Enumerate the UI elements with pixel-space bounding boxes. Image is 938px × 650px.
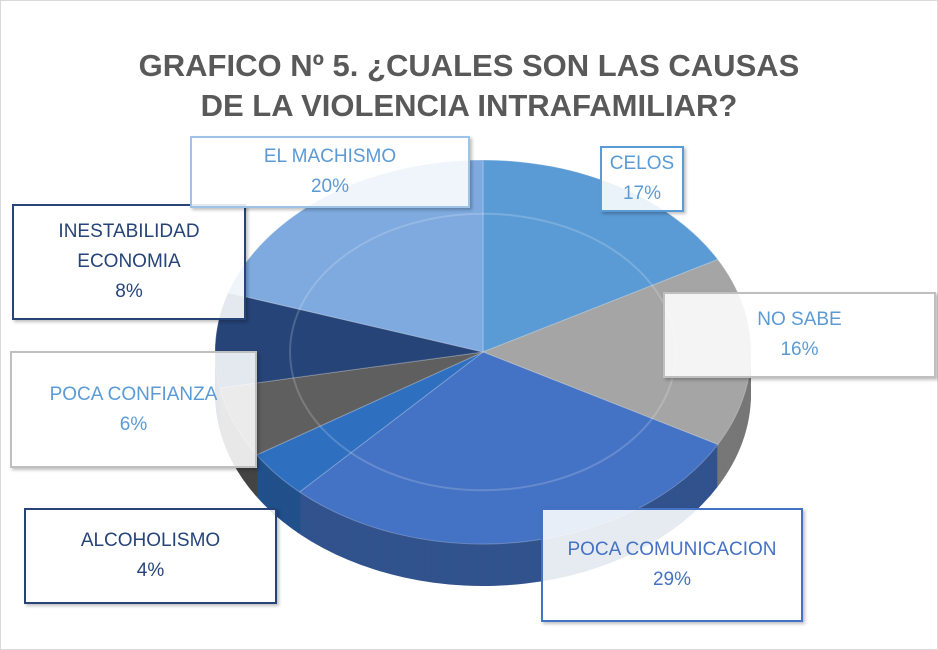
data-label: NO SABE 16% [663, 292, 936, 378]
data-label: INESTABILIDAD ECONOMIA 8% [12, 204, 246, 320]
label-value: 20% [310, 176, 350, 197]
label-category: ALCOHOLISMO [80, 530, 221, 551]
label-category: NO SABE [757, 309, 842, 330]
slice [298, 351, 719, 545]
chart-title: GRAFICO Nº 5. ¿CUALES SON LAS CAUSAS DE … [138, 48, 800, 123]
label-value: 8% [115, 281, 143, 302]
label-value: 4% [136, 560, 165, 581]
data-label: ALCOHOLISMO 4% [24, 508, 277, 604]
label-category: POCA CONFIANZA [49, 383, 218, 405]
label-category: CELOS [609, 153, 675, 174]
data-label: CELOS 17% [600, 146, 684, 212]
label-category: POCA COMUNICACION [567, 539, 777, 560]
data-label: POCA CONFIANZA 6% [10, 351, 257, 468]
label-category: EL MACHISMO [263, 146, 397, 167]
data-label: EL MACHISMO 20% [190, 136, 470, 208]
label-value: 17% [622, 183, 662, 204]
label-value: 29% [652, 569, 692, 590]
label-value: 6% [119, 413, 148, 435]
label-value: 16% [780, 339, 819, 360]
data-label: POCA COMUNICACION 29% [541, 508, 803, 622]
label-category: INESTABILIDAD ECONOMIA [58, 221, 200, 272]
